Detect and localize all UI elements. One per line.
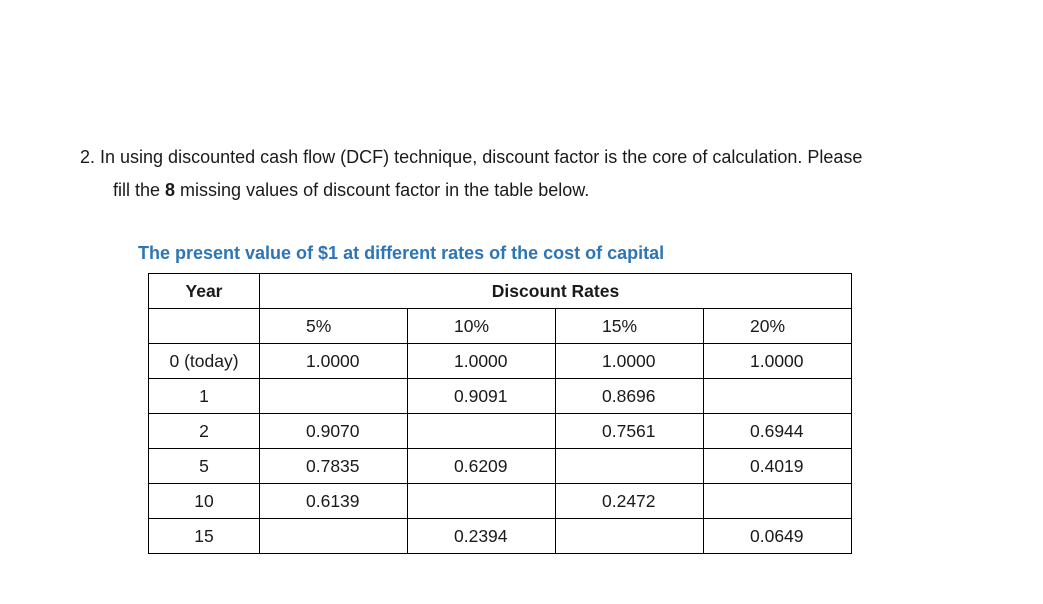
factor-cell xyxy=(407,413,556,449)
factor-cell: 0.7561 xyxy=(555,413,704,449)
question-line-1: 2. In using discounted cash flow (DCF) t… xyxy=(80,147,863,167)
discount-factor-table: Year Discount Rates 5% 10% 15% 20% 0 (to… xyxy=(148,273,852,554)
factor-cell xyxy=(407,483,556,519)
year-cell: 1 xyxy=(148,378,260,414)
rates-row-year-cell xyxy=(148,308,260,344)
question-line-2-prefix: fill the xyxy=(113,180,166,200)
rate-cell: 20% xyxy=(703,308,852,344)
year-cell: 5 xyxy=(148,448,260,484)
missing-count: 8 xyxy=(165,180,176,200)
year-cell: 2 xyxy=(148,413,260,449)
factor-cell: 1.0000 xyxy=(407,343,556,379)
factor-cell: 1.0000 xyxy=(555,343,704,379)
table-caption: The present value of $1 at different rat… xyxy=(138,243,665,263)
factor-cell xyxy=(259,518,408,554)
factor-cell: 0.2472 xyxy=(555,483,704,519)
year-cell: 10 xyxy=(148,483,260,519)
rate-cell: 15% xyxy=(555,308,704,344)
factor-cell: 0.4019 xyxy=(703,448,852,484)
factor-cell xyxy=(703,483,852,519)
factor-cell: 1.0000 xyxy=(703,343,852,379)
table-row: 10 0.6139 0.2472 xyxy=(148,483,852,519)
factor-cell: 0.0649 xyxy=(703,518,852,554)
factor-cell: 0.6209 xyxy=(407,448,556,484)
header-discount-rates: Discount Rates xyxy=(259,273,852,309)
year-cell: 0 (today) xyxy=(148,343,260,379)
factor-cell: 0.6944 xyxy=(703,413,852,449)
factor-cell xyxy=(555,448,704,484)
factor-cell xyxy=(259,378,408,414)
factor-cell: 0.6139 xyxy=(259,483,408,519)
year-cell: 15 xyxy=(148,518,260,554)
rates-row: 5% 10% 15% 20% xyxy=(148,308,852,344)
table-row: 2 0.9070 0.7561 0.6944 xyxy=(148,413,852,449)
rate-cell: 10% xyxy=(407,308,556,344)
table-row: 0 (today) 1.0000 1.0000 1.0000 1.0000 xyxy=(148,343,852,379)
question-line-2: fill the 8 missing values of discount fa… xyxy=(80,174,980,207)
factor-cell xyxy=(703,378,852,414)
table-row: 5 0.7835 0.6209 0.4019 xyxy=(148,448,852,484)
factor-cell: 0.9091 xyxy=(407,378,556,414)
factor-cell: 1.0000 xyxy=(259,343,408,379)
factor-cell: 0.2394 xyxy=(407,518,556,554)
table-header-row: Year Discount Rates xyxy=(148,273,852,309)
table-row: 1 0.9091 0.8696 xyxy=(148,378,852,414)
factor-cell: 0.9070 xyxy=(259,413,408,449)
table-row: 15 0.2394 0.0649 xyxy=(148,518,852,554)
factor-cell xyxy=(555,518,704,554)
question-line-2-suffix: missing values of discount factor in the… xyxy=(175,180,590,200)
factor-cell: 0.8696 xyxy=(555,378,704,414)
factor-cell: 0.7835 xyxy=(259,448,408,484)
header-year: Year xyxy=(148,273,260,309)
question-text: 2. In using discounted cash flow (DCF) t… xyxy=(80,141,980,207)
rate-cell: 5% xyxy=(259,308,408,344)
